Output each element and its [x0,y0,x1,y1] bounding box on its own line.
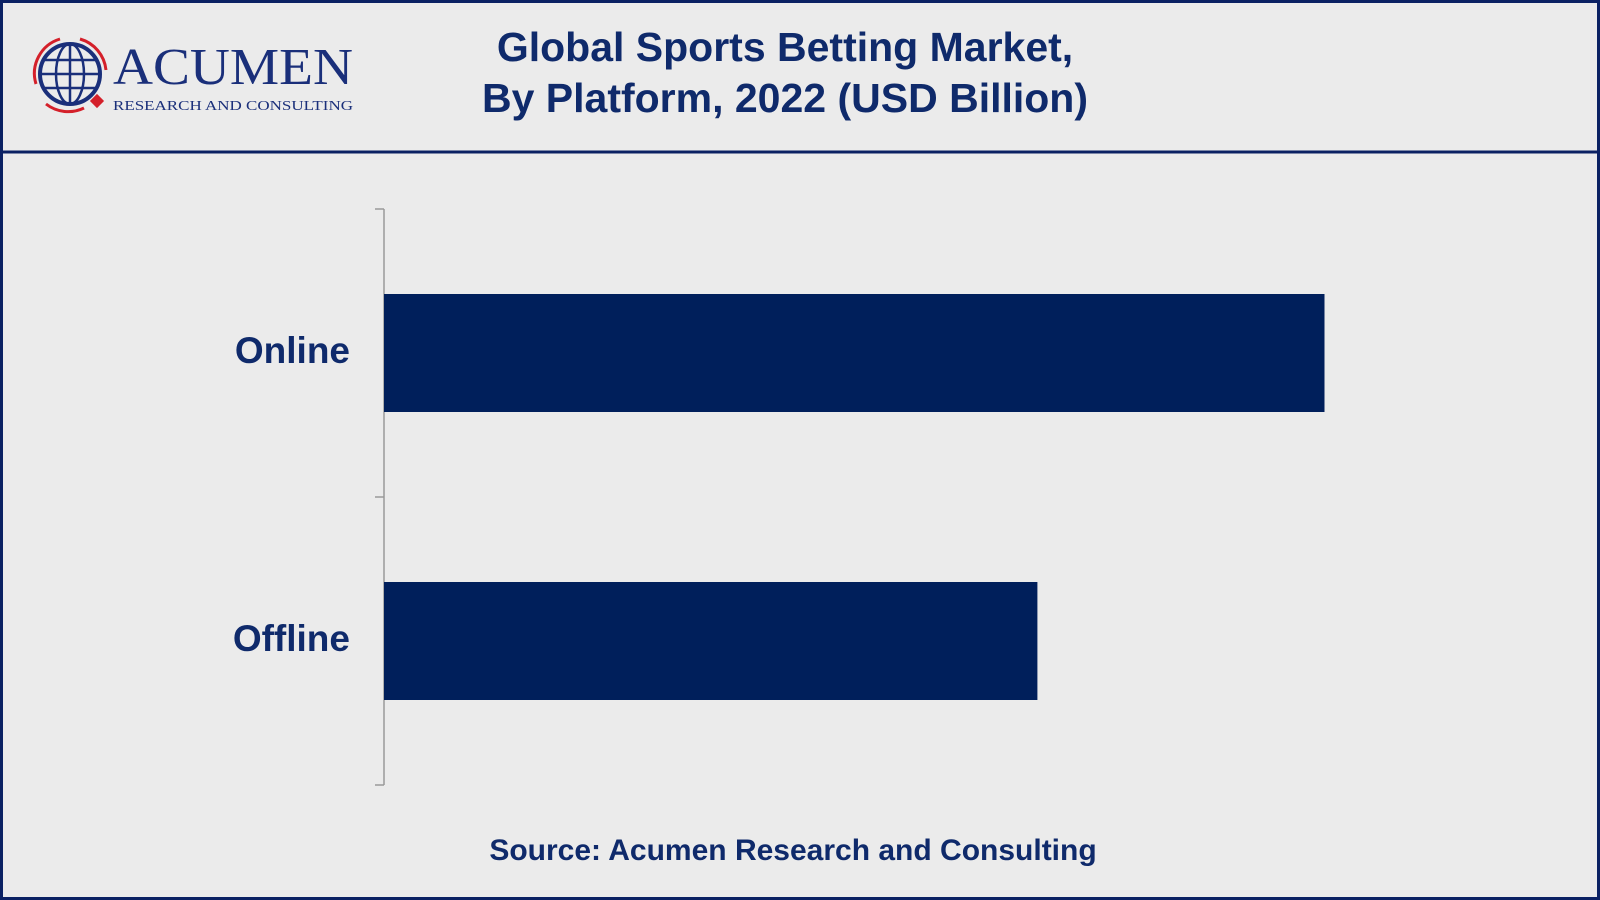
category-axis [375,208,385,786]
logo-tagline: RESEARCH AND CONSULTING [113,99,353,114]
source: Source: Acumen Research and Consulting [489,834,1096,867]
chart-title: Global Sports Betting Market, By Platfor… [481,24,1088,121]
bar [384,294,1325,412]
bar [384,582,1038,700]
y-tick-label: Online [235,330,350,371]
logo-icon [32,37,108,114]
y-tick-label: Offline [233,618,350,659]
logo-name: ACUMEN [113,39,353,96]
